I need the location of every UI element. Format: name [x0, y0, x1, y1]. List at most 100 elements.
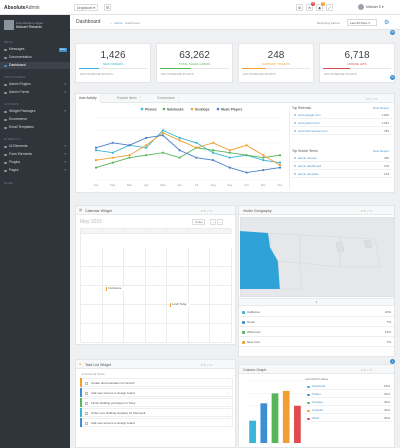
brand-logo[interactable]: AbsoluteAdmin: [4, 5, 40, 11]
drag-handle-icon[interactable]: ⋮: [226, 411, 229, 415]
calendar-event-conference[interactable]: Conference: [106, 287, 126, 291]
task-checkbox[interactable]: [85, 401, 88, 405]
user-avatar[interactable]: [358, 4, 364, 10]
panel-tools[interactable]: ▾ ↻ ⤢ ✕: [361, 368, 373, 372]
task-checkbox[interactable]: [85, 381, 88, 385]
settings-icon[interactable]: ⚙: [384, 20, 390, 26]
calendar-day-cell[interactable]: [124, 305, 146, 324]
calendar-day-cell[interactable]: [210, 324, 232, 343]
tab-conversions[interactable]: Conversions: [154, 94, 179, 103]
sidebar-item-widget-packages[interactable]: Widget Packages ▾: [0, 108, 70, 115]
sidebar-item-admin-plugins[interactable]: Admin Plugins ▾: [0, 81, 70, 88]
calendar-day-cell[interactable]: [145, 248, 168, 267]
calendar-day-cell[interactable]: [145, 267, 168, 286]
panel-tools[interactable]: ▾ ↻ ⤢ ✕: [361, 209, 373, 213]
list-item[interactable]: admin template 148: [292, 170, 392, 178]
calendar-day-cell[interactable]: [210, 305, 232, 324]
calendar-day-cell[interactable]: [167, 305, 189, 324]
tab-popular-items[interactable]: Popular Items: [114, 94, 141, 103]
sidebar-item-email-templates[interactable]: Email Templates: [0, 124, 70, 131]
sidebar-item-ui-elements[interactable]: UI Elements ▾: [0, 143, 70, 150]
menu-icon[interactable]: ☰: [104, 4, 111, 11]
calendar-day-cell[interactable]: [102, 267, 125, 286]
task-item[interactable]: Add new servers to design board ⋮: [80, 418, 233, 427]
bell-icon[interactable]: ◆: [316, 4, 323, 11]
home-icon[interactable]: ⌂: [110, 21, 112, 25]
calendar-day-cell[interactable]: [124, 324, 146, 343]
task-item[interactable]: Order new building supplies for Microsof…: [80, 408, 233, 417]
breadcrumb-home[interactable]: Home: [114, 21, 123, 25]
search-report-link[interactable]: View Report: [372, 149, 389, 153]
task-item[interactable]: Add new servers to design board ⋮: [80, 388, 233, 397]
mail-icon[interactable]: ✉: [306, 4, 313, 11]
sidebar-item-pages[interactable]: Pages ▾: [0, 167, 70, 174]
calendar-day-cell[interactable]: [102, 248, 125, 267]
calendar-grid[interactable]: [80, 228, 232, 343]
dropdown-button[interactable]: Dropdown ▾: [74, 4, 99, 11]
sidebar-item-form-elements[interactable]: Form Elements ▾: [0, 151, 70, 158]
period-select[interactable]: Last 30 Days ▾: [347, 19, 377, 26]
calendar-day-cell[interactable]: [210, 248, 232, 267]
calendar-day-cell[interactable]: [188, 267, 211, 286]
drag-handle-icon[interactable]: ⋮: [226, 401, 229, 405]
sidebar-item-ecommerce[interactable]: Ecommerce: [0, 116, 70, 123]
today-button[interactable]: Today: [192, 219, 206, 225]
prev-month-button[interactable]: ‹: [210, 219, 216, 225]
calendar-day-cell[interactable]: [167, 248, 189, 267]
calendar-day-cell[interactable]: [81, 305, 103, 324]
task-checkbox[interactable]: [85, 391, 88, 395]
calendar-day-cell[interactable]: [102, 305, 125, 324]
sidebar-item-documentation[interactable]: Documentation: [0, 54, 70, 61]
sidebar-item-admin-forms[interactable]: Admin Forms ▾: [0, 89, 70, 96]
list-item[interactable]: www.google.com 1,926: [292, 111, 392, 119]
user-menu[interactable]: Michael S ▾: [366, 5, 384, 9]
calendar-day-cell[interactable]: [81, 286, 103, 305]
calendar-day-cell[interactable]: [167, 324, 189, 343]
sidebar-item-dashboard[interactable]: Dashboard: [0, 62, 70, 69]
calendar-day-cell[interactable]: [145, 286, 168, 305]
list-item[interactable]: admin dashboard 276: [292, 162, 392, 170]
add-float-icon[interactable]: +: [390, 359, 395, 364]
calendar-event-lunch[interactable]: Lunch Today: [170, 303, 190, 307]
tab-user-activity[interactable]: User Activity: [76, 94, 101, 103]
calendar-day-cell[interactable]: [188, 286, 211, 305]
drag-handle-icon[interactable]: ⋮: [226, 391, 229, 395]
calendar-day-cell[interactable]: [81, 324, 103, 343]
calendar-day-cell[interactable]: [124, 267, 146, 286]
list-item[interactable]: www.yahoo.com 1,254: [292, 119, 392, 127]
calendar-day-cell[interactable]: [145, 305, 168, 324]
calendar-day-cell[interactable]: [188, 324, 211, 343]
calendar-day-cell[interactable]: [81, 267, 103, 286]
calendar-day-cell[interactable]: [188, 248, 211, 267]
calendar-day-cell[interactable]: [210, 267, 232, 286]
calendar-day-cell[interactable]: [167, 267, 189, 286]
panel-tools[interactable]: ▾ ↻ ⤢ ✕: [201, 209, 213, 213]
sidebar-item-messages[interactable]: Messages New: [0, 46, 70, 53]
calendar-day-cell[interactable]: [124, 248, 146, 267]
map-collapse-bar[interactable]: ▾: [239, 298, 394, 306]
usa-map[interactable]: [240, 217, 395, 297]
drag-handle-icon[interactable]: ⋮: [226, 381, 229, 385]
panel-tools[interactable]: ▾ ↻ ⤢ ✕: [366, 97, 378, 101]
calendar-day-cell[interactable]: [124, 286, 146, 305]
task-item[interactable]: Create documentation for launch ⋮: [80, 378, 233, 387]
drag-handle-icon[interactable]: ⋮: [226, 421, 229, 425]
referral-report-link[interactable]: View Report: [372, 106, 389, 110]
calendar-day-cell[interactable]: [145, 324, 168, 343]
list-item[interactable]: www.themeforest.com 783: [292, 127, 392, 135]
next-month-button[interactable]: ›: [217, 219, 223, 225]
settings-float-icon[interactable]: ⚙: [390, 30, 395, 35]
panel-tools[interactable]: ▾ ↻ ⤢ ✕: [201, 363, 213, 367]
calendar-day-cell[interactable]: [188, 305, 211, 324]
task-checkbox[interactable]: [85, 411, 88, 415]
calendar-day-cell[interactable]: [102, 324, 125, 343]
expand-icon[interactable]: ⤢: [326, 4, 333, 11]
task-item[interactable]: Finish building prototype for Sony ⋮: [80, 398, 233, 407]
calendar-day-cell[interactable]: [210, 286, 232, 305]
list-item[interactable]: admin themes 466: [292, 154, 392, 162]
tools-icon[interactable]: ⚙: [296, 4, 303, 11]
task-checkbox[interactable]: [85, 421, 88, 425]
sidebar-item-plugins[interactable]: Plugins ▾: [0, 159, 70, 166]
refresh-float-icon[interactable]: ↻: [390, 75, 395, 80]
calendar-day-cell[interactable]: [81, 248, 103, 267]
